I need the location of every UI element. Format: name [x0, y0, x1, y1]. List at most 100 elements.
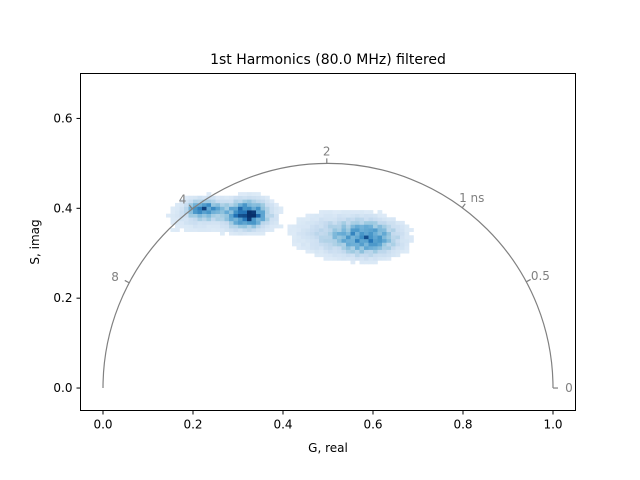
heatmap-cell [274, 224, 279, 229]
heatmap-cell [188, 206, 194, 211]
heatmap-cell [251, 199, 257, 204]
heatmap-cell [368, 253, 374, 258]
heatmap-cell [400, 228, 405, 232]
heatmap-cell [359, 253, 365, 258]
heatmap-cell [359, 246, 365, 250]
heatmap-cell [382, 217, 387, 222]
heatmap-cell [256, 210, 261, 214]
heatmap-cell [328, 213, 333, 218]
heatmap-cell [391, 224, 396, 229]
heatmap-cell [229, 220, 234, 225]
heatmap-cell [202, 220, 207, 225]
heatmap-cell [184, 199, 189, 204]
heatmap-cell [355, 253, 360, 258]
heatmap-cell [233, 228, 239, 232]
heatmap-cell [310, 213, 315, 218]
heatmap-cell [188, 199, 194, 204]
heatmap-cell [386, 242, 392, 247]
heatmap-cell [247, 195, 252, 200]
heatmap-cell [350, 210, 356, 214]
heatmap-cell [193, 195, 198, 200]
heatmap-cell [265, 206, 270, 211]
heatmap-cell [260, 213, 266, 218]
heatmap-cell [215, 217, 221, 222]
heatmap-cell [305, 220, 311, 225]
heatmap-cell [386, 253, 392, 258]
heatmap-cell [395, 224, 401, 229]
heatmap-cell [364, 217, 369, 222]
heatmap-cell [179, 206, 185, 211]
heatmap-cell [296, 231, 302, 236]
heatmap-cell [170, 206, 176, 211]
heatmap-cell [364, 220, 369, 225]
heatmap-cell [395, 228, 401, 232]
y-axis-title: S, imag [28, 219, 42, 264]
heatmap-cell [301, 235, 306, 240]
heatmap-cell [197, 210, 203, 214]
heatmap-cell [314, 217, 320, 222]
heatmap-cell [350, 213, 356, 218]
heatmap-cell [233, 217, 239, 222]
heatmap-cell [287, 224, 293, 229]
heatmap-cell [197, 213, 203, 218]
heatmap-cell [377, 256, 383, 261]
heatmap-cell [220, 206, 225, 211]
heatmap-cell [368, 231, 374, 236]
heatmap-cell [247, 217, 252, 222]
heatmap-cell [350, 242, 356, 247]
heatmap-cell [377, 253, 383, 258]
heatmap-cell [382, 235, 387, 240]
heatmap-cell [328, 235, 333, 240]
heatmap-cell [260, 220, 266, 225]
heatmap-cell [251, 192, 257, 197]
heatmap-cell [368, 242, 374, 247]
heatmap-cell [368, 220, 374, 225]
heatmap-cell [328, 224, 333, 229]
heatmap-cell [301, 242, 306, 247]
heatmap-cell [373, 224, 378, 229]
heatmap-cell [332, 210, 338, 214]
heatmap-cell [382, 253, 387, 258]
heatmap-cell [386, 235, 392, 240]
x-axis-title: G, real [308, 441, 348, 455]
heatmap-cell [292, 231, 297, 236]
heatmap-cell [355, 238, 360, 243]
heatmap-cell [251, 217, 257, 222]
heatmap-cell [224, 206, 230, 211]
heatmap-cell [319, 210, 324, 214]
heatmap-cell [256, 224, 261, 229]
heatmap-cell [323, 235, 329, 240]
heatmap-cell [373, 253, 378, 258]
heatmap-cell [233, 206, 239, 211]
lifetime-tick [525, 278, 531, 283]
heatmap-cell [359, 235, 365, 240]
x-tick-label: 0.2 [183, 418, 202, 432]
heatmap-cell [314, 228, 320, 232]
heatmap-layer [166, 192, 414, 265]
heatmap-cell [319, 231, 324, 236]
heatmap-cell [337, 220, 342, 225]
heatmap-cell [220, 228, 225, 232]
heatmap-cell [350, 256, 356, 261]
heatmap-cell [188, 228, 194, 232]
heatmap-cell [265, 220, 270, 225]
heatmap-cell [359, 217, 365, 222]
heatmap-cell [233, 202, 239, 207]
heatmap-cell [328, 220, 333, 225]
heatmap-cell [193, 228, 198, 232]
heatmap-cell [310, 220, 315, 225]
heatmap-cell [260, 202, 266, 207]
heatmap-cell [305, 231, 311, 236]
heatmap-cell [346, 220, 351, 225]
heatmap-cell [391, 253, 396, 258]
heatmap-cell [238, 202, 243, 207]
heatmap-cell [400, 238, 405, 243]
heatmap-cell [391, 238, 396, 243]
heatmap-cell [220, 210, 225, 214]
heatmap-cell [188, 210, 194, 214]
heatmap-cell [292, 228, 297, 232]
heatmap-cell [359, 228, 365, 232]
heatmap-cell [355, 242, 360, 247]
heatmap-cell [319, 242, 324, 247]
heatmap-cell [332, 253, 338, 258]
